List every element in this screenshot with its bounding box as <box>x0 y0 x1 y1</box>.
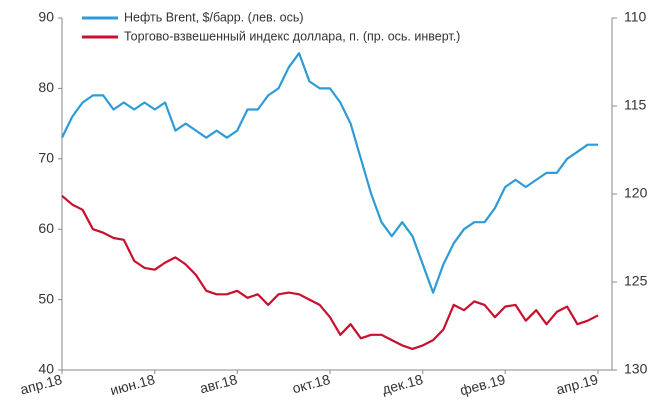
y-tick-label: 70 <box>38 150 54 166</box>
y-tick-label: 90 <box>38 9 54 25</box>
y2-tick-label: 115 <box>624 97 647 113</box>
y-tick-label: 80 <box>38 79 54 95</box>
x-tick-label: апр.19 <box>554 371 600 398</box>
x-tick-label: дек.18 <box>380 371 424 397</box>
x-tick-label: авг.18 <box>198 371 239 396</box>
legend-label: Нефть Brent, $/барр. (лев. ось) <box>124 10 304 24</box>
legend-label: Торгово-взвешенный индекс доллара, п. (п… <box>124 29 460 43</box>
y-tick-label: 50 <box>38 290 54 306</box>
y2-tick-label: 120 <box>624 185 648 201</box>
y2-tick-label: 125 <box>624 273 648 289</box>
y2-tick-label: 130 <box>624 361 648 377</box>
y2-tick-label: 110 <box>624 9 647 25</box>
x-tick-label: окт.18 <box>291 371 332 396</box>
x-tick-label: июн.18 <box>108 371 156 398</box>
series-line <box>61 52 598 294</box>
series-line <box>61 194 599 350</box>
x-tick-label: фев.19 <box>458 371 507 398</box>
y-tick-label: 60 <box>38 220 54 236</box>
y-tick-label: 40 <box>38 361 54 377</box>
x-tick-label: апр.18 <box>18 371 64 398</box>
